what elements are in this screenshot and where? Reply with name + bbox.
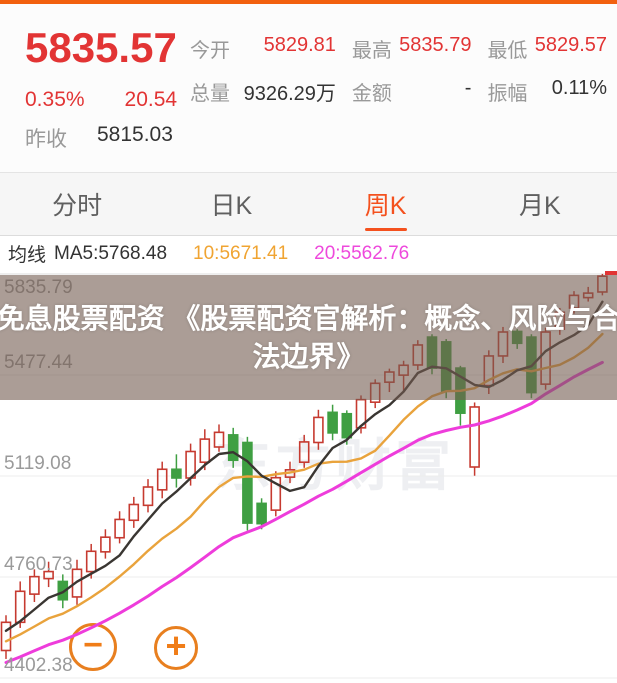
price-change-row: 0.35% 20.54: [25, 88, 177, 112]
change-percent: 0.35%: [25, 88, 85, 111]
ma-legend-title: 均线: [8, 245, 47, 266]
prev-close-row: 昨收 5815.03: [25, 123, 173, 153]
zoom-out-icon: −: [83, 626, 103, 664]
stats-row-1: 今开 5829.81 最高 5835.79 最低 5829.57: [190, 34, 607, 63]
ma20-line: [4, 360, 604, 664]
y-axis-label: 4402.38: [4, 655, 73, 676]
ma5-value: MA5:5768.48: [54, 242, 168, 264]
y-axis-label: 4760.73: [4, 554, 73, 575]
watermark: 东方财富: [215, 434, 455, 497]
stat-high: 最高 5835.79: [351, 34, 472, 62]
zoom-out-button[interactable]: −: [69, 623, 117, 671]
ad-banner-line1: 免息股票配资 《股票配资官解析：概念、风险与合: [0, 302, 617, 334]
zoom-in-icon: +: [165, 625, 187, 666]
tab-weekly-k[interactable]: 周K: [309, 173, 463, 235]
tab-monthly-k[interactable]: 月K: [519, 192, 561, 220]
zoom-in-button[interactable]: +: [154, 626, 198, 670]
quote-stats: 今开 5829.81 最高 5835.79 最低 5829.57 总量 9326…: [190, 34, 607, 120]
tab-daily-k[interactable]: 日K: [210, 192, 253, 220]
status-strip: [0, 0, 617, 4]
prev-close-label: 昨收: [25, 128, 67, 151]
stat-amplitude: 振幅 0.11%: [487, 77, 607, 105]
ad-banner-line2: 法边界》: [252, 340, 365, 372]
change-value: 20.54: [124, 88, 178, 111]
tab-minute[interactable]: 分时: [52, 192, 103, 220]
y-axis-label: 5119.08: [4, 453, 72, 474]
ma10-value: 10:5671.41: [193, 242, 289, 264]
tab-active-underline: [364, 228, 407, 231]
ma20-value: 20:5562.76: [314, 242, 410, 264]
ad-banner-overlay[interactable]: 免息股票配资 《股票配资官解析：概念、风险与合 法边界》: [0, 275, 617, 400]
stat-volume: 总量 9326.29万: [190, 83, 336, 105]
stat-amount: 金额 -: [351, 77, 472, 105]
quote-header: 5835.57 0.35% 20.54 昨收 5815.03 今开 5829.8…: [0, 4, 617, 172]
prev-close-value: 5815.03: [97, 123, 173, 146]
current-price: 5835.57: [25, 24, 177, 71]
stat-low: 最低 5829.57: [487, 34, 607, 62]
period-tabbar: 分时 日K 周K 月K: [0, 172, 617, 236]
ma-legend: 均线 MA5:5768.48 10:5671.41 20:5562.76: [0, 236, 617, 271]
stat-open: 今开 5829.81: [190, 34, 336, 62]
stats-row-2: 总量 9326.29万 金额 - 振幅 0.11%: [190, 77, 607, 106]
